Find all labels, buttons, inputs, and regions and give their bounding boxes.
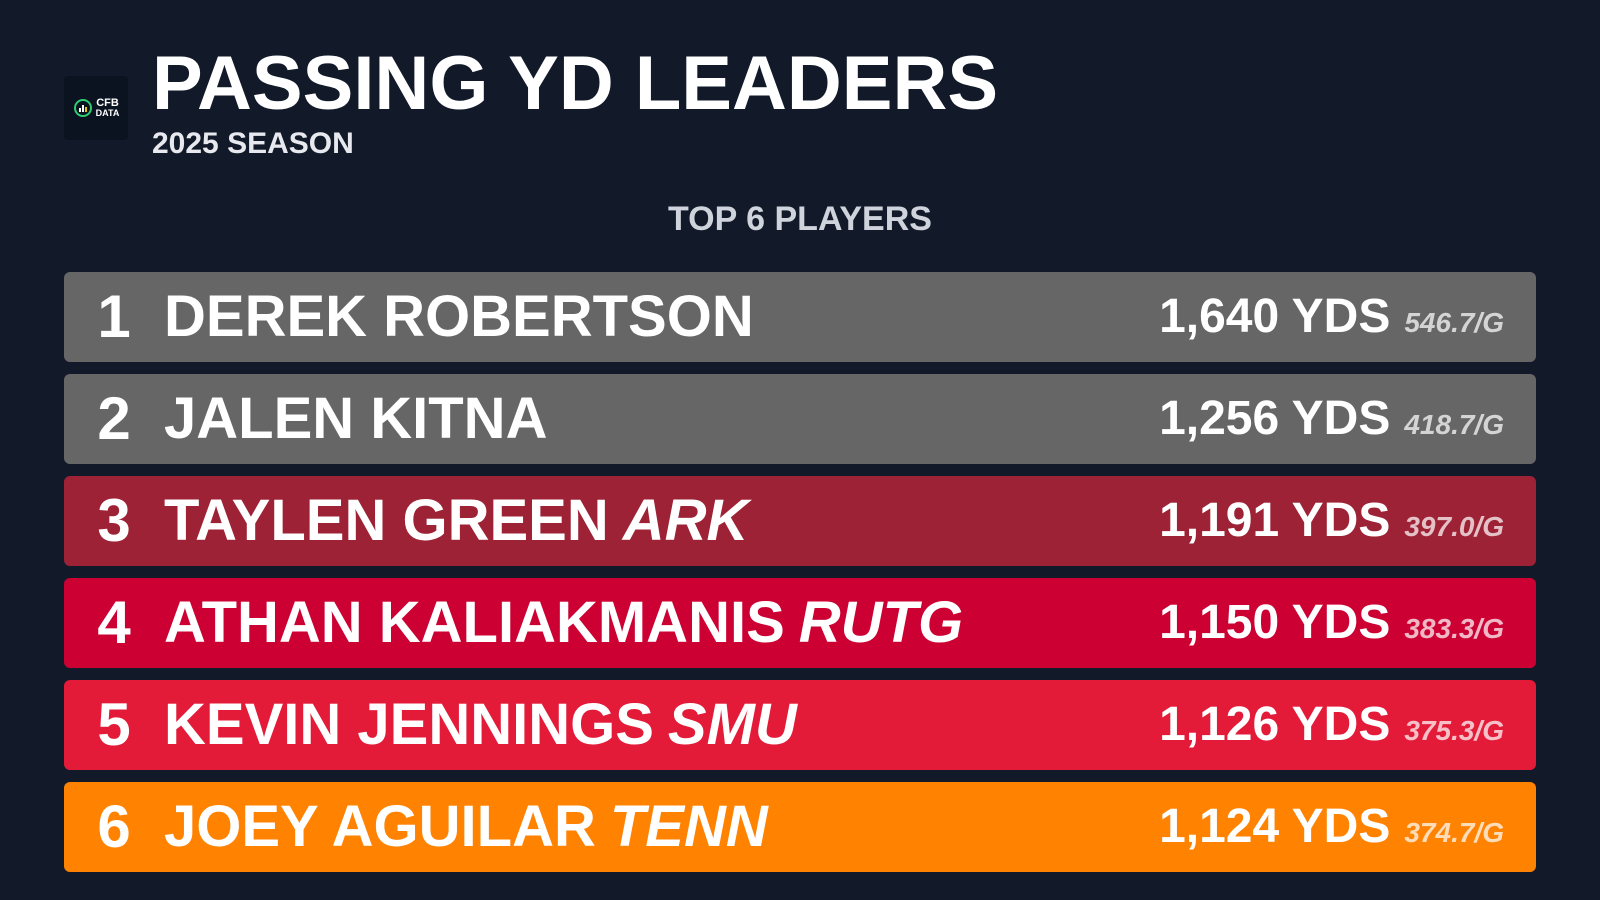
leaderboard-row: 3 TAYLEN GREEN ARK 1,191 YDS 397.0/G — [64, 476, 1536, 566]
player-name: DEREK ROBERTSON — [164, 284, 754, 349]
cfb-data-logo: CFB DATA — [64, 76, 128, 140]
rank-number: 3 — [97, 487, 131, 554]
leaderboard-row: 2 JALEN KITNA 1,256 YDS 418.7/G — [64, 374, 1536, 464]
team-abbr: SMU — [667, 692, 797, 757]
logo-wordmark: CFB DATA — [95, 97, 120, 119]
leaderboard-row: 4 ATHAN KALIAKMANIS RUTG 1,150 YDS 383.3/G — [64, 578, 1536, 668]
player-name: JALEN KITNA — [164, 386, 548, 451]
rank-number: 1 — [97, 283, 131, 350]
yards-per-game: 374.7/G — [1404, 817, 1504, 848]
logo-line-1: CFB — [96, 97, 119, 109]
player-name: KEVIN JENNINGS — [164, 692, 654, 757]
player-name-cell: JALEN KITNA — [164, 374, 547, 464]
page-title: PASSING YD LEADERS — [152, 41, 999, 126]
total-yards: 1,191 YDS — [1159, 494, 1391, 547]
stats-cell: 1,191 YDS 397.0/G — [1159, 476, 1504, 577]
leaderboard-row: 5 KEVIN JENNINGS SMU 1,126 YDS 375.3/G — [64, 680, 1536, 770]
section-heading: TOP 6 PLAYERS — [668, 200, 932, 238]
player-name-cell: DEREK ROBERTSON — [164, 272, 754, 362]
stats-cell: 1,126 YDS 375.3/G — [1159, 680, 1504, 781]
total-yards: 1,640 YDS — [1159, 290, 1391, 343]
stats-cell: 1,640 YDS 546.7/G — [1159, 272, 1504, 373]
total-yards: 1,124 YDS — [1159, 800, 1391, 853]
yards-per-game: 375.3/G — [1404, 715, 1504, 746]
yards-per-game: 418.7/G — [1404, 409, 1504, 440]
rank-number: 4 — [97, 589, 131, 656]
chart-circle-icon — [73, 99, 92, 117]
player-name-cell: JOEY AGUILAR TENN — [164, 782, 768, 872]
total-yards: 1,150 YDS — [1159, 596, 1391, 649]
leaderboard-row: 1 DEREK ROBERTSON 1,640 YDS 546.7/G — [64, 272, 1536, 362]
player-name-cell: KEVIN JENNINGS SMU — [164, 680, 797, 770]
rank-number: 6 — [97, 793, 131, 860]
rank-number: 5 — [97, 691, 131, 758]
yards-per-game: 397.0/G — [1404, 511, 1504, 542]
player-name-cell: ATHAN KALIAKMANIS RUTG — [164, 578, 963, 668]
stats-cell: 1,124 YDS 374.7/G — [1159, 782, 1504, 883]
leaderboard-row: 6 JOEY AGUILAR TENN 1,124 YDS 374.7/G — [64, 782, 1536, 872]
season-subtitle: 2025 SEASON — [152, 127, 354, 160]
team-abbr: ARK — [622, 488, 749, 553]
stats-cell: 1,256 YDS 418.7/G — [1159, 374, 1504, 475]
yards-per-game: 383.3/G — [1404, 613, 1504, 644]
player-name: TAYLEN GREEN — [164, 488, 609, 553]
leaderboard-list: 1 DEREK ROBERTSON 1,640 YDS 546.7/G 2 JAL… — [64, 272, 1536, 884]
player-name: JOEY AGUILAR — [164, 794, 596, 859]
total-yards: 1,256 YDS — [1159, 392, 1391, 445]
player-name: ATHAN KALIAKMANIS — [164, 590, 785, 655]
rank-number: 2 — [97, 385, 131, 452]
stats-cell: 1,150 YDS 383.3/G — [1159, 578, 1504, 679]
player-name-cell: TAYLEN GREEN ARK — [164, 476, 748, 566]
total-yards: 1,126 YDS — [1159, 698, 1391, 751]
logo-line-2: DATA — [95, 108, 120, 118]
team-abbr: TENN — [609, 794, 768, 859]
team-abbr: RUTG — [798, 590, 964, 655]
yards-per-game: 546.7/G — [1404, 307, 1504, 338]
